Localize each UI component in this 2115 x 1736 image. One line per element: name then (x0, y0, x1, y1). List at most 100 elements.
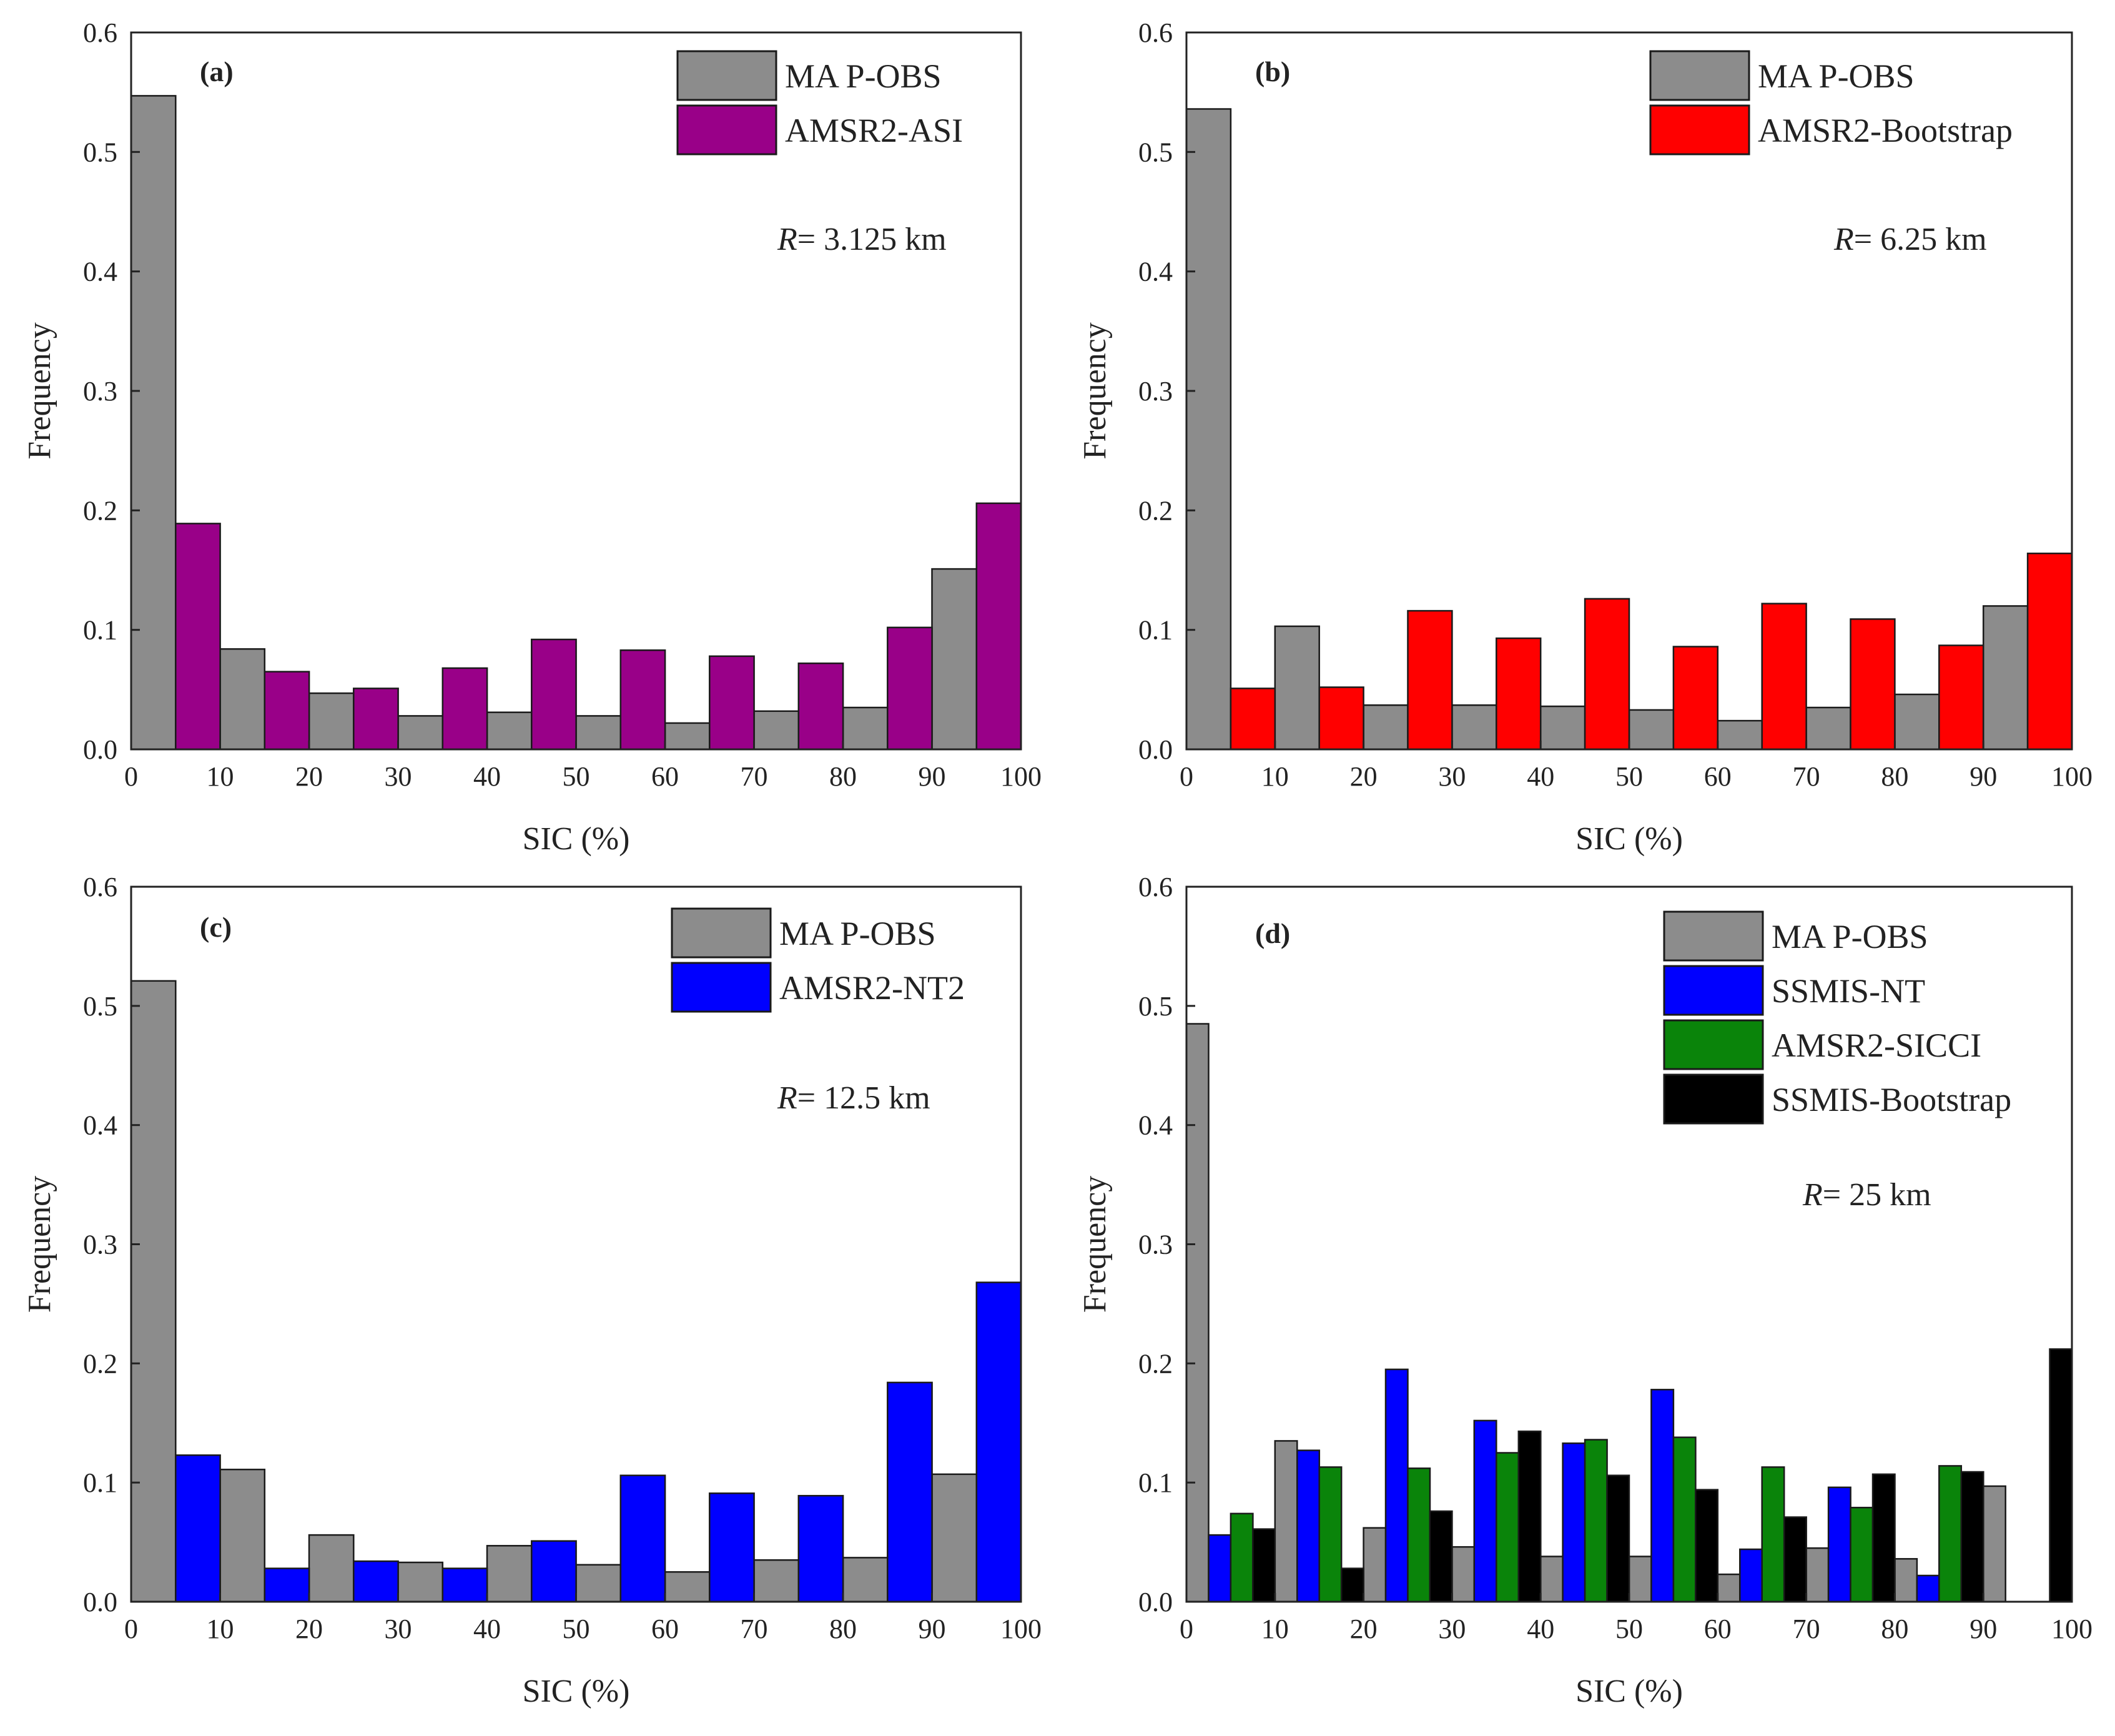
x-tick-label: 10 (1261, 761, 1289, 792)
bar-amsr2-nt2-40-50 (531, 1540, 577, 1603)
resolution-variable: R (1802, 1177, 1823, 1213)
bar-ma-p-obs-50-60 (1628, 1556, 1652, 1603)
bar-ma-p-obs-50-60 (575, 1564, 622, 1603)
bar-ssmis-bootstrap-40-50 (1606, 1474, 1630, 1603)
y-tick-label: 0.1 (83, 1467, 117, 1498)
bar-ssmis-bootstrap-60-70 (1783, 1516, 1807, 1603)
bar-ma-p-obs-40-50 (486, 1545, 533, 1603)
x-tick-label: 70 (741, 1614, 768, 1644)
bar-ma-p-obs-60-70 (664, 1571, 711, 1603)
legend-swatch (671, 962, 772, 1013)
bar-ma-p-obs-0-10 (130, 980, 177, 1603)
bar-ssmis-bootstrap-0-10 (1252, 1528, 1276, 1603)
legend-label: MA P-OBS (1772, 918, 1928, 955)
panel-a: 0 10 20 30 40 50 60 70 80 90 100 0.0 0.1 0.2 0.3 0.4 0.5… (22, 17, 1042, 857)
x-tick-label: 100 (1000, 1614, 1042, 1644)
bar-amsr2-asi-90-100 (975, 502, 1022, 751)
x-axis-label: SIC (%) (523, 821, 630, 857)
x-tick-label: 80 (1881, 1614, 1908, 1644)
x-tick-label: 0 (1180, 1614, 1193, 1644)
x-tick-label: 50 (1615, 761, 1643, 792)
bar-amsr2-sicci-60-70 (1761, 1466, 1785, 1603)
bar-ma-p-obs-40-50 (486, 711, 533, 751)
x-tick-label: 90 (919, 761, 946, 792)
legend-label: AMSR2-NT2 (779, 969, 965, 1007)
resolution-label: R= 3.125 km (777, 222, 947, 257)
bar-amsr2-asi-40-50 (531, 638, 577, 751)
bar-amsr2-nt2-70-80 (797, 1494, 844, 1603)
y-tick-label: 0.3 (83, 1230, 117, 1260)
x-tick-label: 10 (1261, 1614, 1289, 1644)
bar-ma-p-obs-80-90 (842, 1557, 889, 1603)
bar-ma-p-obs-90-100 (931, 568, 978, 751)
y-axis-label: Frequency (22, 1176, 57, 1313)
legend-swatch (1663, 1019, 1764, 1070)
x-tick-label: 30 (1438, 761, 1466, 792)
panel-tag: (b) (1255, 56, 1290, 87)
bar-ma-p-obs-10-20 (219, 648, 266, 751)
x-tick-label: 50 (563, 761, 590, 792)
bar-amsr2-nt2-10-20 (264, 1567, 310, 1603)
bar-ma-p-obs-70-80 (1805, 706, 1851, 751)
x-tick-label: 80 (829, 1614, 857, 1644)
x-tick-label: 90 (1970, 761, 1997, 792)
x-tick-label: 0 (124, 761, 138, 792)
bar-amsr2-sicci-0-10 (1230, 1512, 1254, 1603)
legend: MA P-OBS SSMIS-NT AMSR2-SICCI SSMIS-Bootstr… (1663, 910, 2011, 1125)
legend-swatch (1649, 50, 1750, 101)
panel-b: 0 10 20 30 40 50 60 70 80 90 100 0.0 0.1 0.2 0.3 0.4 0.5… (1077, 17, 2093, 857)
resolution-value: = 6.25 km (1854, 222, 1987, 257)
x-tick-label: 0 (1180, 761, 1193, 792)
x-tick-label: 80 (829, 761, 857, 792)
resolution-variable: R (777, 222, 797, 257)
x-tick-label: 60 (651, 761, 679, 792)
bar-ma-p-obs-50-60 (1628, 709, 1675, 751)
resolution-value: = 25 km (1823, 1177, 1931, 1213)
bar-ma-p-obs-40-50 (1539, 1556, 1564, 1603)
legend-label: MA P-OBS (779, 915, 936, 952)
resolution-variable: R (1833, 222, 1854, 257)
x-tick-label: 40 (473, 1614, 501, 1644)
x-tick-label: 20 (1350, 1614, 1378, 1644)
bar-amsr2-bootstrap-40-50 (1584, 598, 1630, 751)
x-tick-label: 30 (1438, 1614, 1466, 1644)
y-tick-label: 0.0 (83, 1587, 117, 1617)
bar-amsr2-bootstrap-20-30 (1407, 609, 1453, 751)
y-axis-label: Frequency (1077, 1176, 1113, 1313)
bar-ma-p-obs-30-40 (397, 715, 444, 751)
resolution-label: R= 25 km (1802, 1177, 1931, 1213)
legend-swatch (1649, 104, 1750, 155)
y-tick-label: 0.0 (1138, 1587, 1173, 1617)
x-tick-label: 10 (207, 1614, 234, 1644)
bar-amsr2-asi-50-60 (619, 649, 666, 751)
x-tick-label: 60 (1704, 761, 1732, 792)
legend: MA P-OBS AMSR2-NT2 (671, 907, 965, 1013)
bar-amsr2-bootstrap-30-40 (1496, 637, 1542, 751)
x-tick-label: 40 (473, 761, 501, 792)
y-tick-label: 0.0 (1138, 734, 1173, 765)
bar-ssmis-nt-40-50 (1562, 1442, 1586, 1603)
y-tick-label: 0.4 (1138, 1110, 1173, 1141)
y-tick-label: 0.4 (83, 1110, 117, 1141)
x-tick-label: 100 (2051, 761, 2093, 792)
bar-amsr2-bootstrap-70-80 (1850, 618, 1896, 751)
x-tick-label: 90 (919, 1614, 946, 1644)
bar-ssmis-nt-60-70 (1739, 1548, 1763, 1603)
bar-ma-p-obs-30-40 (397, 1561, 444, 1603)
y-axis-label: Frequency (22, 322, 57, 459)
y-tick-label: 0.6 (83, 872, 117, 902)
legend-label: AMSR2-SICCI (1772, 1027, 1981, 1064)
y-tick-label: 0.3 (1138, 376, 1173, 407)
legend-label: AMSR2-ASI (785, 112, 963, 149)
legend-label: AMSR2-Bootstrap (1758, 112, 2013, 149)
bar-ssmis-bootstrap-10-20 (1340, 1567, 1364, 1603)
y-tick-label: 0.5 (1138, 137, 1173, 167)
x-tick-label: 30 (385, 1614, 412, 1644)
bar-amsr2-bootstrap-60-70 (1761, 603, 1807, 751)
bar-ssmis-nt-80-90 (1916, 1574, 1940, 1603)
legend-swatch (676, 50, 777, 101)
y-tick-label: 0.0 (83, 734, 117, 765)
bar-amsr2-sicci-20-30 (1407, 1467, 1431, 1603)
bar-amsr2-nt2-30-40 (441, 1567, 488, 1603)
y-tick-label: 0.5 (83, 991, 117, 1022)
